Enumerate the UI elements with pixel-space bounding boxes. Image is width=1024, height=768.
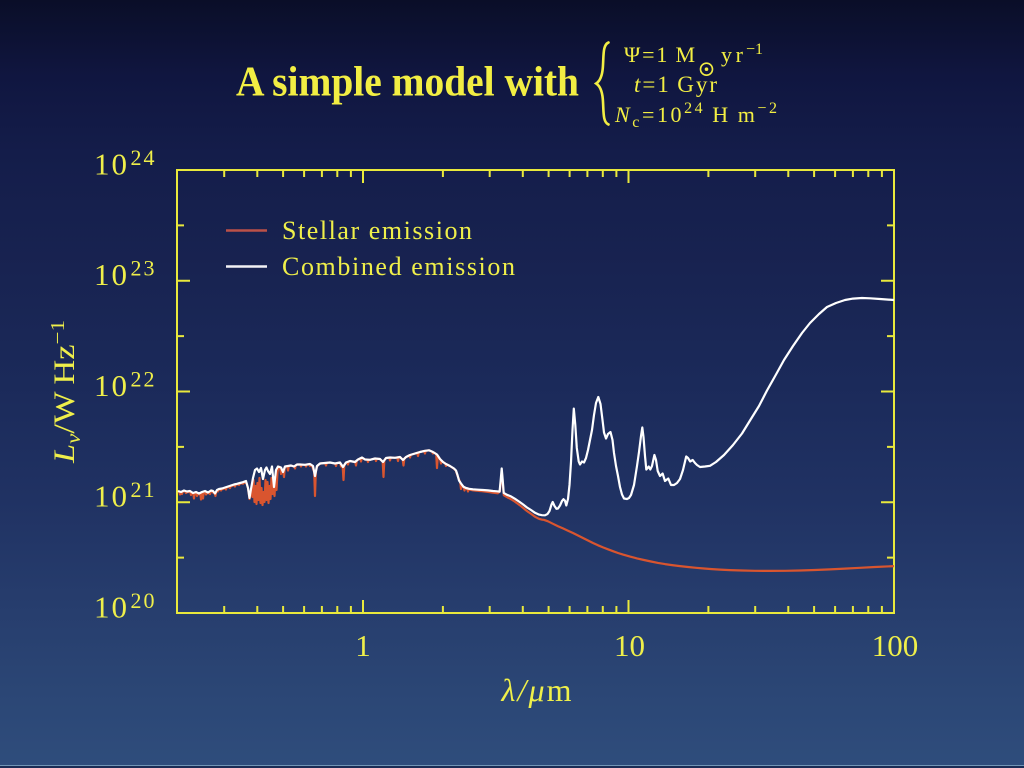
- svg-text:24: 24: [131, 145, 157, 170]
- svg-text:10: 10: [94, 368, 127, 403]
- svg-text:21: 21: [131, 477, 157, 502]
- svg-text:100: 100: [872, 628, 919, 663]
- svg-text:λ/μm: λ/μm: [501, 672, 572, 708]
- svg-text:20: 20: [131, 588, 157, 613]
- svg-text:yr: yr: [721, 42, 744, 67]
- svg-text:−1: −1: [746, 41, 763, 58]
- svg-text:Lν/W Hz−1: Lν/W Hz−1: [47, 320, 85, 464]
- svg-text:A simple model with: A simple model with: [236, 60, 579, 106]
- svg-text:23: 23: [131, 256, 157, 281]
- svg-text:10: 10: [94, 257, 127, 292]
- svg-text:10: 10: [94, 589, 127, 624]
- svg-text:1: 1: [355, 628, 371, 663]
- svg-text:10: 10: [94, 479, 127, 514]
- svg-text:22: 22: [131, 367, 157, 392]
- svg-text:10: 10: [614, 628, 645, 663]
- svg-text:10: 10: [94, 147, 127, 182]
- svg-text:Ψ=1 M: Ψ=1 M: [624, 42, 695, 67]
- svg-text:Combined emission: Combined emission: [282, 252, 515, 281]
- svg-text:Stellar emission: Stellar emission: [282, 216, 472, 245]
